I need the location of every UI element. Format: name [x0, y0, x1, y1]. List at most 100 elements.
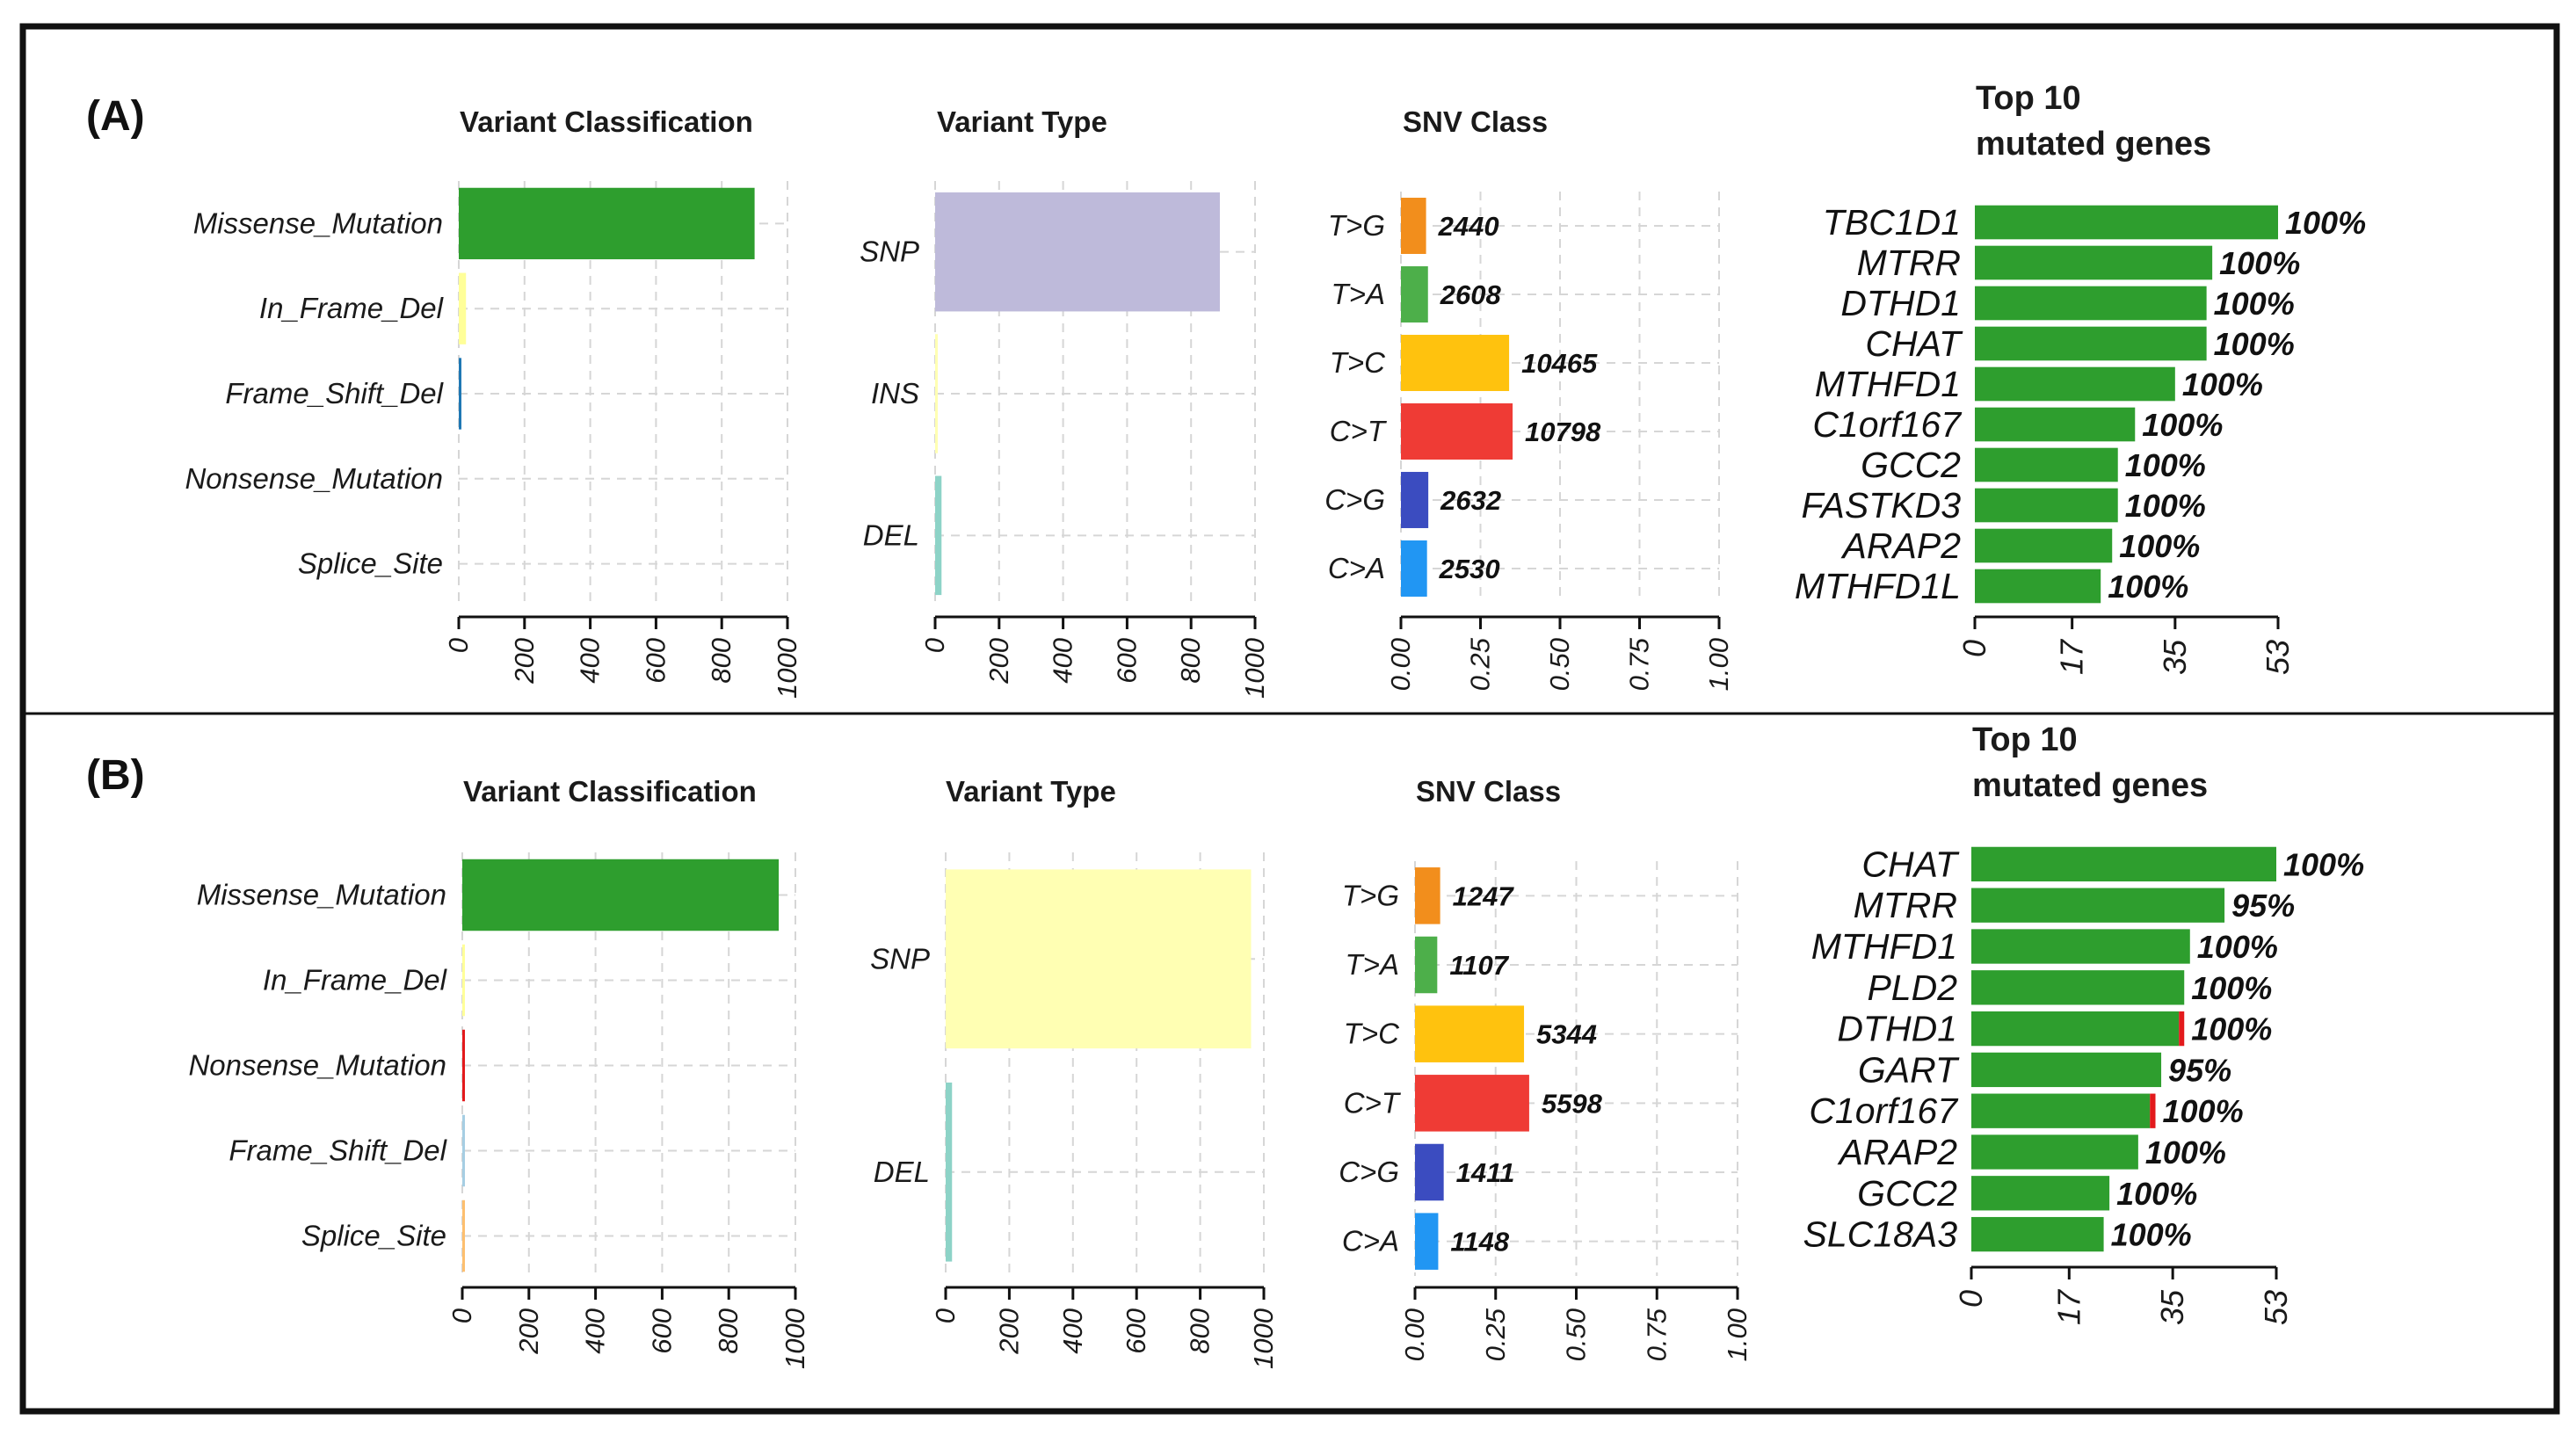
category-label: C>A	[1342, 1225, 1399, 1257]
gene-bar	[1971, 1093, 2151, 1128]
category-label: T>C	[1330, 346, 1386, 379]
data-label: 100%	[2283, 846, 2364, 882]
category-label: SNP	[860, 236, 919, 268]
category-label: DEL	[863, 518, 919, 551]
x-tick-label: 1000	[1239, 638, 1270, 699]
bar	[1401, 198, 1426, 254]
x-tick-label: 200	[993, 1308, 1024, 1355]
gene-label: ARAP2	[1837, 1132, 1958, 1172]
gene-label: C1orf167	[1812, 404, 1963, 445]
data-label: 1148	[1450, 1227, 1509, 1257]
bar	[1401, 472, 1429, 528]
data-label: 100%	[2163, 1093, 2244, 1129]
data-label: 100%	[2214, 286, 2295, 322]
bar	[462, 859, 780, 931]
data-label: 95%	[2231, 888, 2295, 924]
data-label: 100%	[2125, 447, 2206, 483]
variant-classification-plot: Missense_Mutation In_Frame_Del Frame_Shift…	[185, 181, 802, 699]
gene-label: DTHD1	[1840, 283, 1961, 323]
gene-label: MTHFD1	[1815, 364, 1961, 404]
x-tick-label: 1000	[1248, 1308, 1279, 1369]
data-label: 100%	[2119, 528, 2200, 564]
variant-type-title: Variant Type	[937, 105, 1107, 138]
panel-b: (B) Variant Classification Variant Type …	[86, 721, 2364, 1369]
x-tick-label: 17	[2054, 638, 2090, 675]
snv-class-title: SNV Class	[1403, 105, 1548, 138]
gene-bar	[1975, 407, 2136, 442]
x-tick-label: 0	[1953, 1290, 1989, 1308]
data-label: 100%	[2214, 326, 2295, 362]
category-label: T>A	[1332, 278, 1385, 310]
x-tick-label: 400	[575, 638, 606, 684]
x-tick-label: 17	[2050, 1288, 2086, 1325]
data-label: 100%	[2191, 970, 2272, 1006]
bar	[1415, 936, 1438, 994]
gene-label: CHAT	[1861, 844, 1960, 884]
category-label: In_Frame_Del	[263, 964, 448, 997]
x-tick-label: 0.00	[1399, 1308, 1430, 1361]
x-tick-label: 0.75	[1624, 637, 1655, 691]
category-label: C>G	[1324, 483, 1385, 516]
gene-bar	[1975, 326, 2207, 361]
bar	[1415, 1143, 1444, 1201]
bar	[1415, 1005, 1525, 1062]
gene-label: MTHFD1L	[1795, 566, 1961, 606]
data-label: 10798	[1525, 417, 1601, 447]
gene-bar	[1975, 366, 2175, 402]
category-label: Missense_Mutation	[193, 207, 443, 239]
x-tick-label: 800	[706, 638, 737, 684]
x-tick-label: 1.00	[1703, 638, 1734, 691]
gene-bar	[1975, 245, 2213, 280]
top-genes-title-line1: Top 10	[1976, 80, 2081, 117]
x-tick-label: 400	[1048, 638, 1078, 684]
gene-label: DTHD1	[1837, 1009, 1957, 1049]
data-label: 100%	[2142, 407, 2223, 443]
snv-class-plot: T>G 1247 T>A 1107 T>C 5344 C>T 5598 C>G 1411 C>A 11…	[1339, 861, 1752, 1361]
bar	[946, 869, 1252, 1049]
bar	[1401, 266, 1428, 323]
gene-bar	[1975, 488, 2118, 523]
bar	[1415, 1075, 1529, 1132]
x-tick-label: 800	[713, 1308, 744, 1354]
gene-label: MTRR	[1854, 885, 1957, 925]
x-tick-label: 800	[1185, 1308, 1215, 1354]
x-tick-label: 400	[1057, 1308, 1088, 1354]
x-tick-label: 1000	[780, 1308, 810, 1369]
gene-bar	[1971, 1052, 2162, 1088]
bar	[935, 192, 1220, 312]
data-label: 100%	[2125, 488, 2206, 524]
x-tick-label: 400	[580, 1308, 611, 1354]
gene-bar	[1975, 205, 2278, 240]
gene-label: MTHFD1	[1811, 926, 1957, 967]
x-tick-label: 600	[1111, 638, 1142, 684]
gene-bar	[1971, 929, 2190, 964]
x-tick-label: 600	[640, 638, 671, 684]
data-label: 1107	[1449, 950, 1509, 981]
x-tick-label: 0.00	[1385, 638, 1416, 691]
category-label: T>G	[1328, 209, 1385, 242]
x-tick-label: 0	[930, 1308, 961, 1323]
bar	[459, 272, 467, 344]
x-tick-label: 0.25	[1465, 637, 1496, 691]
x-tick-label: 0.25	[1480, 1308, 1511, 1361]
category-label: Nonsense_Mutation	[188, 1049, 446, 1082]
bar	[459, 358, 461, 430]
gene-bar	[1971, 846, 2276, 882]
category-label: C>A	[1328, 552, 1385, 584]
x-tick-label: 0.75	[1641, 1308, 1672, 1361]
x-tick-label: 200	[983, 638, 1014, 685]
category-label: In_Frame_Del	[259, 292, 445, 324]
top-genes-plot: CHAT 100% MTRR 95% MTHFD1 100% PLD2 100% DTHD1 10…	[1803, 844, 2364, 1325]
category-label: Splice_Site	[298, 547, 443, 580]
data-label: 100%	[2145, 1134, 2226, 1170]
bar	[1401, 335, 1510, 391]
x-tick-label: 0.50	[1561, 1308, 1592, 1361]
category-label: Missense_Mutation	[197, 879, 446, 911]
data-label: 100%	[2111, 1217, 2192, 1253]
data-label: 100%	[2182, 366, 2263, 402]
gene-label: GART	[1858, 1049, 1960, 1090]
data-label: 95%	[2168, 1052, 2231, 1088]
data-label: 100%	[2285, 205, 2366, 241]
category-label: INS	[871, 377, 919, 409]
bar	[1401, 540, 1427, 597]
